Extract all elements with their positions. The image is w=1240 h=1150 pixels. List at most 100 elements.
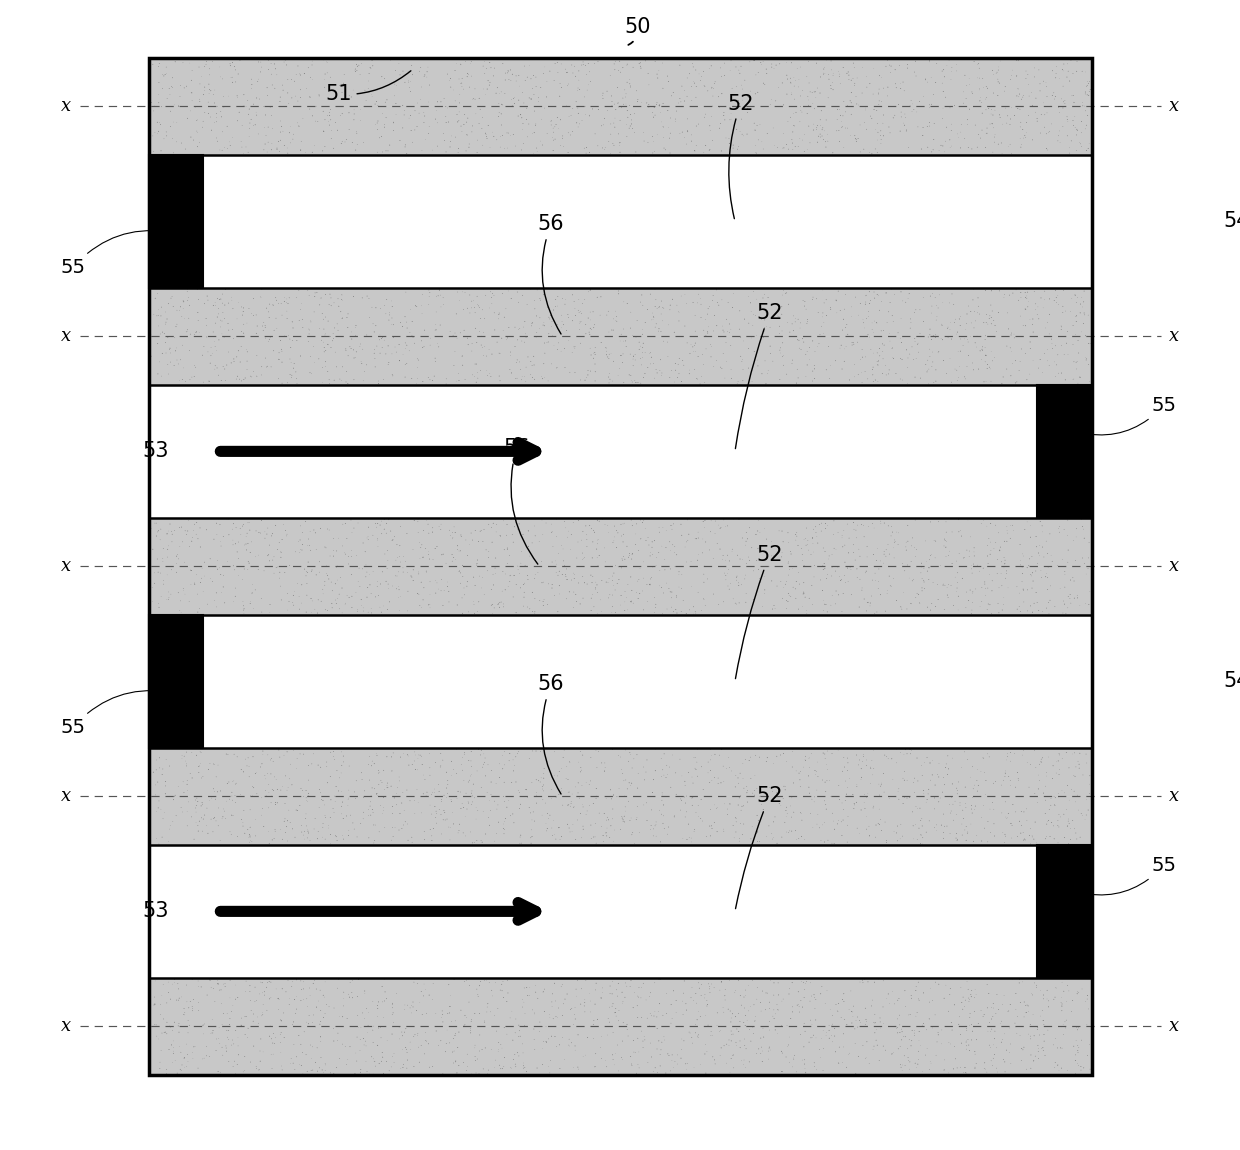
Point: [515, 334, 534, 352]
Point: [459, 992, 479, 1011]
Point: [719, 758, 739, 776]
Point: [454, 115, 474, 133]
Point: [848, 130, 868, 148]
Point: [145, 785, 165, 804]
Point: [419, 550, 439, 568]
Point: [846, 551, 866, 569]
Point: [486, 84, 506, 102]
Point: [565, 67, 585, 85]
Point: [326, 1058, 346, 1076]
Point: [434, 802, 454, 820]
Point: [801, 744, 821, 762]
Point: [1035, 791, 1055, 810]
Point: [249, 1014, 269, 1033]
Point: [159, 983, 179, 1002]
Point: [813, 60, 833, 78]
Point: [507, 353, 527, 371]
Point: [288, 375, 308, 393]
Point: [316, 753, 336, 772]
Point: [193, 1015, 213, 1034]
Point: [962, 84, 982, 102]
Point: [1021, 1029, 1040, 1048]
Point: [609, 746, 629, 765]
Point: [692, 601, 712, 620]
Point: [357, 325, 377, 344]
Point: [687, 1011, 707, 1029]
Point: [1016, 996, 1035, 1014]
Point: [243, 95, 263, 114]
Point: [501, 365, 521, 383]
Point: [283, 319, 303, 337]
Point: [832, 826, 852, 844]
Point: [895, 741, 915, 759]
Point: [277, 55, 296, 74]
Point: [653, 1028, 673, 1046]
Point: [1024, 68, 1044, 86]
Point: [749, 812, 769, 830]
Point: [688, 347, 708, 366]
Point: [672, 526, 692, 544]
Point: [823, 526, 843, 544]
Point: [208, 1063, 228, 1081]
Point: [223, 53, 243, 71]
Point: [300, 590, 320, 608]
Point: [417, 787, 436, 805]
Point: [456, 1061, 476, 1080]
Point: [706, 72, 725, 91]
Point: [918, 1040, 937, 1058]
Point: [932, 74, 952, 92]
Point: [464, 292, 484, 311]
Point: [599, 302, 619, 321]
Point: [975, 330, 994, 348]
Point: [866, 1014, 885, 1033]
Point: [706, 512, 725, 530]
Point: [915, 70, 935, 89]
Point: [879, 324, 899, 343]
Point: [273, 777, 293, 796]
Point: [848, 306, 868, 324]
Point: [745, 1007, 765, 1026]
Point: [268, 1000, 288, 1019]
Point: [365, 1052, 384, 1071]
Point: [255, 522, 275, 540]
Point: [682, 768, 702, 787]
Text: 55: 55: [61, 231, 179, 277]
Point: [985, 1022, 1004, 1041]
Point: [546, 1007, 565, 1026]
Point: [1027, 109, 1047, 128]
Point: [776, 802, 796, 820]
Point: [213, 358, 233, 376]
Point: [272, 1024, 291, 1042]
Point: [467, 802, 487, 820]
Point: [1033, 299, 1053, 317]
Point: [401, 300, 420, 319]
Point: [263, 830, 283, 849]
Point: [458, 68, 477, 86]
Point: [903, 94, 923, 113]
Point: [1001, 1055, 1021, 1073]
Point: [883, 770, 903, 789]
Point: [149, 595, 169, 613]
Point: [211, 310, 231, 329]
Point: [464, 596, 484, 614]
Point: [146, 1015, 166, 1034]
Point: [169, 354, 188, 373]
Point: [157, 328, 177, 346]
Point: [210, 290, 229, 308]
Point: [812, 770, 832, 789]
Point: [746, 66, 766, 84]
Point: [448, 113, 467, 131]
Point: [237, 314, 257, 332]
Point: [521, 828, 541, 846]
Point: [1052, 363, 1071, 382]
Point: [868, 114, 888, 132]
Point: [553, 539, 573, 558]
Point: [192, 795, 212, 813]
Point: [299, 1006, 319, 1025]
Point: [913, 828, 932, 846]
Point: [838, 544, 858, 562]
Point: [205, 81, 224, 99]
Point: [903, 803, 923, 821]
Point: [227, 543, 247, 561]
Point: [831, 75, 851, 93]
